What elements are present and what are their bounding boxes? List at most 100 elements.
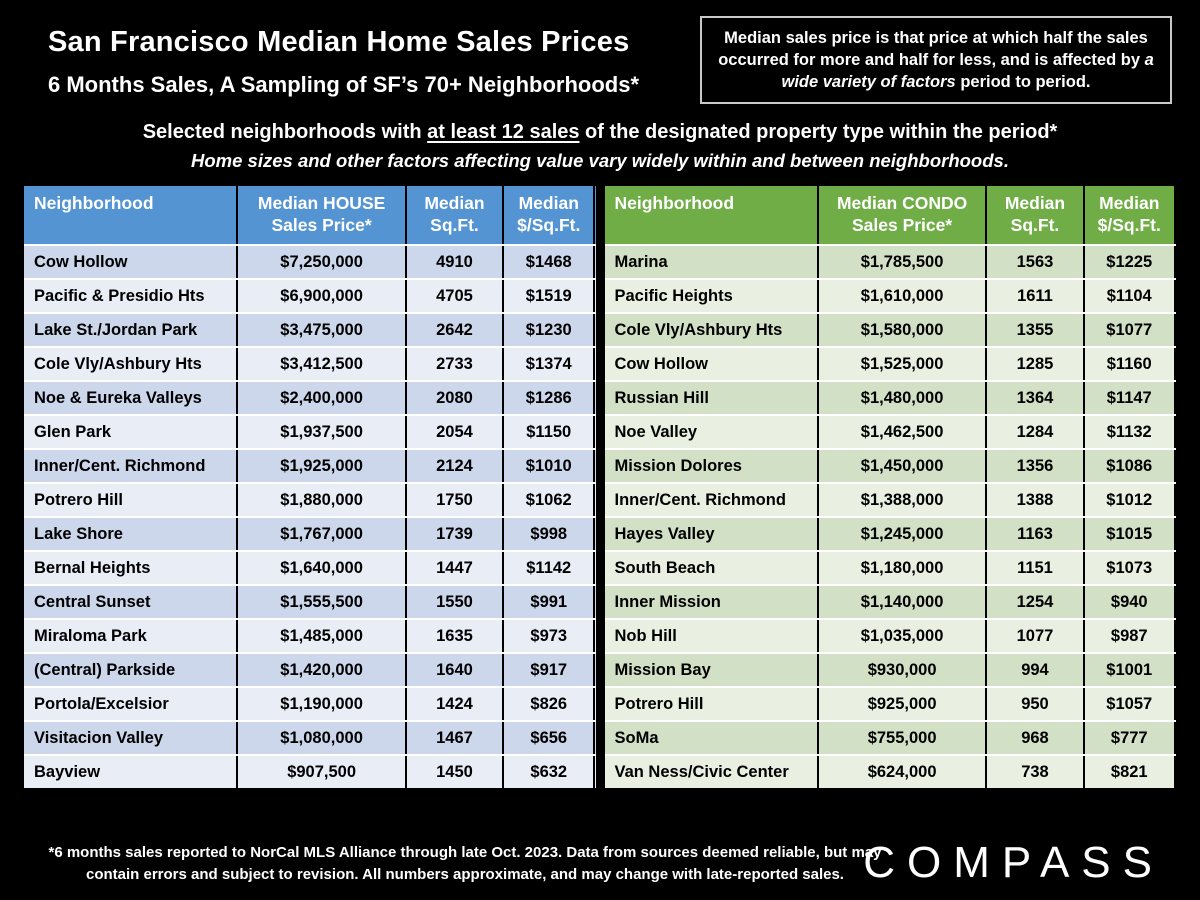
house-table-header: Neighborhood Median HOUSE Sales Price* Medi… [24,186,596,244]
value-cell: $1,580,000 [819,314,988,346]
table-row: Pacific Heights $1,610,000 1611 $1104 [604,278,1176,312]
table-row: Lake Shore $1,767,000 1739 $998 [24,516,596,550]
value-cell: $1468 [504,246,596,278]
value-cell: $6,900,000 [238,280,407,312]
value-cell: $1374 [504,348,596,380]
table-row: Inner Mission $1,140,000 1254 $940 [604,584,1176,618]
neighborhood-name: Portola/Excelsior [24,688,239,720]
neighborhood-name: Visitacion Valley [24,722,239,754]
table-row: SoMa $755,000 968 $777 [604,720,1176,754]
column-header: Median HOUSE Sales Price* [238,186,407,244]
value-cell: $1062 [504,484,596,516]
value-cell: $1225 [1085,246,1176,278]
table-row: Miraloma Park $1,485,000 1635 $973 [24,618,596,652]
value-cell: $930,000 [819,654,988,686]
value-cell: $1142 [504,552,596,584]
table-row: Bernal Heights $1,640,000 1447 $1142 [24,550,596,584]
value-cell: $1,140,000 [819,586,988,618]
table-row: Hayes Valley $1,245,000 1163 $1015 [604,516,1176,550]
condo-table-header: Neighborhood Median CONDO Sales Price* Medi… [604,186,1176,244]
value-cell: 4910 [407,246,505,278]
note-text-post: period to period. [955,73,1091,92]
value-cell: 1077 [987,620,1085,652]
definition-note-box: Median sales price is that price at whic… [700,16,1172,105]
neighborhood-name: Inner/Cent. Richmond [24,450,239,482]
selection-criteria-line: Selected neighborhoods with at least 12 … [0,121,1200,144]
table-row: Noe & Eureka Valleys $2,400,000 2080 $1286 [24,380,596,414]
column-header: Median $/Sq.Ft. [504,186,596,244]
neighborhood-name: Central Sunset [24,586,239,618]
value-cell: $1077 [1085,314,1176,346]
value-cell: $1,245,000 [819,518,988,550]
neighborhood-name: Mission Dolores [605,450,819,482]
value-cell: 950 [987,688,1085,720]
value-cell: 968 [987,722,1085,754]
value-cell: 1254 [987,586,1085,618]
value-cell: $1,462,500 [819,416,988,448]
column-header: Neighborhood [24,186,239,244]
value-cell: $1147 [1085,382,1176,414]
value-cell: $624,000 [819,756,988,788]
neighborhood-name: Nob Hill [605,620,819,652]
table-row: Inner/Cent. Richmond $1,925,000 2124 $1010 [24,448,596,482]
table-row: Noe Valley $1,462,500 1284 $1132 [604,414,1176,448]
table-row: Glen Park $1,937,500 2054 $1150 [24,414,596,448]
table-row: Potrero Hill $1,880,000 1750 $1062 [24,482,596,516]
value-cell: 1563 [987,246,1085,278]
neighborhood-name: Lake Shore [24,518,239,550]
value-cell: $998 [504,518,596,550]
value-cell: $755,000 [819,722,988,754]
tables-container: Neighborhood Median HOUSE Sales Price* Medi… [24,186,1176,788]
neighborhood-name: Noe & Eureka Valleys [24,382,239,414]
value-cell: $1160 [1085,348,1176,380]
table-row: Nob Hill $1,035,000 1077 $987 [604,618,1176,652]
neighborhood-name: (Central) Parkside [24,654,239,686]
value-cell: 2054 [407,416,505,448]
value-cell: 1640 [407,654,505,686]
value-cell: $1,480,000 [819,382,988,414]
neighborhood-name: Lake St./Jordan Park [24,314,239,346]
condo-table: Neighborhood Median CONDO Sales Price* Medi… [604,186,1176,788]
value-cell: 2080 [407,382,505,414]
value-cell: $1,937,500 [238,416,407,448]
value-cell: 1739 [407,518,505,550]
neighborhood-name: South Beach [605,552,819,584]
value-cell: $1,785,500 [819,246,988,278]
table-row: Pacific & Presidio Hts $6,900,000 4705 $151… [24,278,596,312]
table-row: South Beach $1,180,000 1151 $1073 [604,550,1176,584]
neighborhood-name: Cole Vly/Ashbury Hts [605,314,819,346]
table-row: Cow Hollow $1,525,000 1285 $1160 [604,346,1176,380]
neighborhood-name: Cole Vly/Ashbury Hts [24,348,239,380]
value-cell: 2642 [407,314,505,346]
value-cell: $7,250,000 [238,246,407,278]
value-cell: $1,450,000 [819,450,988,482]
neighborhood-name: Glen Park [24,416,239,448]
value-cell: 4705 [407,280,505,312]
value-cell: 1467 [407,722,505,754]
value-cell: $1057 [1085,688,1176,720]
value-cell: $987 [1085,620,1176,652]
value-cell: $826 [504,688,596,720]
value-cell: 1635 [407,620,505,652]
value-cell: $917 [504,654,596,686]
neighborhood-name: Hayes Valley [605,518,819,550]
neighborhood-name: Pacific Heights [605,280,819,312]
neighborhood-name: Noe Valley [605,416,819,448]
value-cell: $907,500 [238,756,407,788]
table-row: Russian Hill $1,480,000 1364 $1147 [604,380,1176,414]
neighborhood-name: SoMa [605,722,819,754]
neighborhood-name: Miraloma Park [24,620,239,652]
value-cell: $1230 [504,314,596,346]
table-row: Visitacion Valley $1,080,000 1467 $656 [24,720,596,754]
neighborhood-name: Potrero Hill [605,688,819,720]
value-cell: 1356 [987,450,1085,482]
neighborhood-name: Cow Hollow [605,348,819,380]
value-cell: 1611 [987,280,1085,312]
value-cell: 1424 [407,688,505,720]
value-cell: $991 [504,586,596,618]
value-cell: $1010 [504,450,596,482]
column-header: Median CONDO Sales Price* [819,186,988,244]
selection-text-underlined: at least 12 sales [427,121,580,143]
selection-text-post: of the designated property type within t… [579,121,1058,143]
